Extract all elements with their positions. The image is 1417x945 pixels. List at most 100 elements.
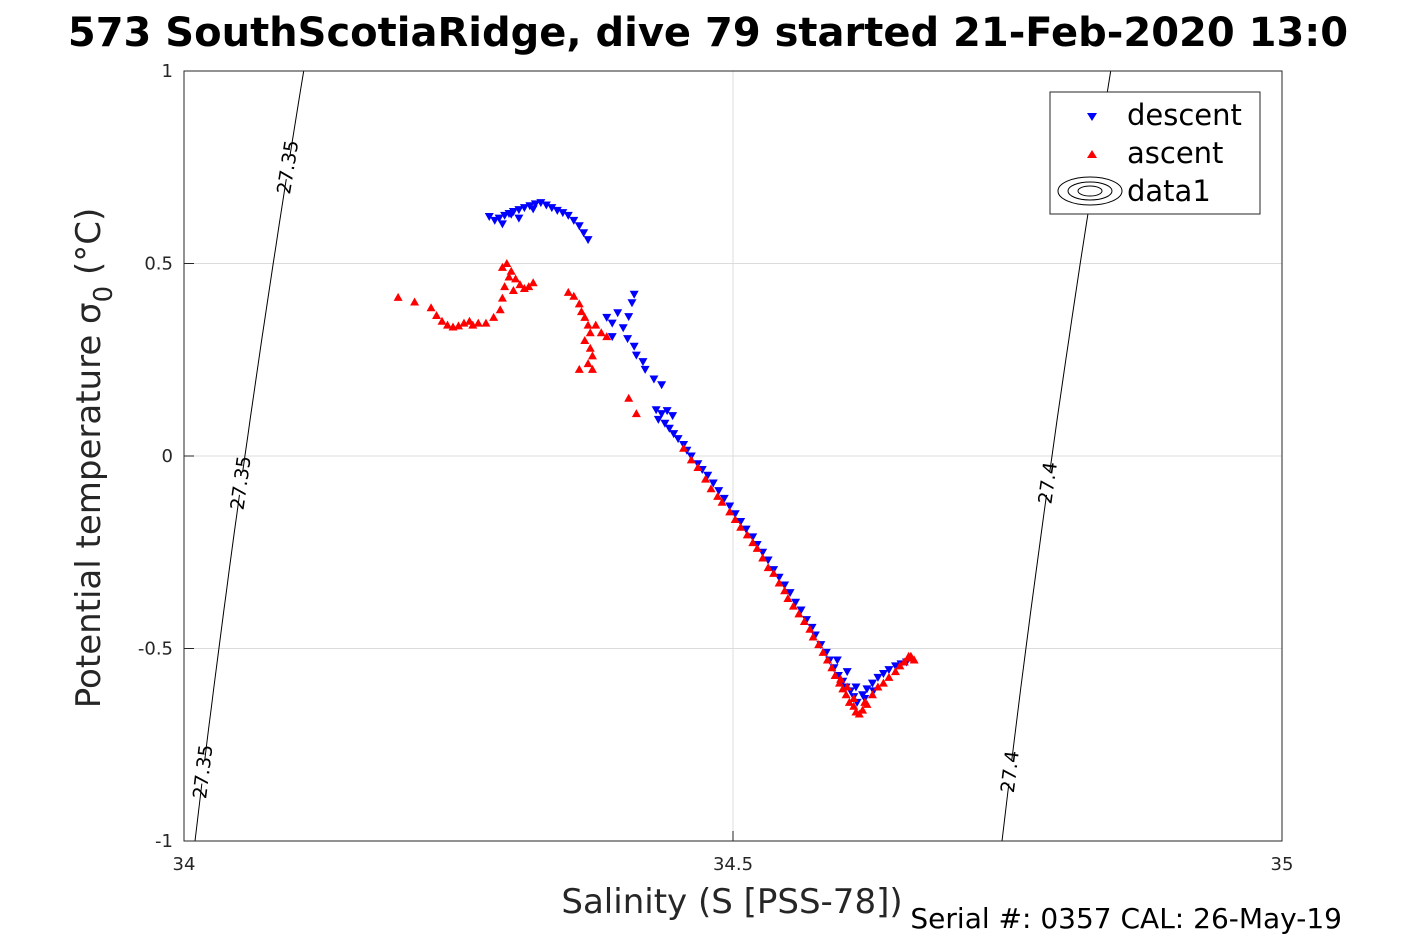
ascent-point xyxy=(736,522,746,531)
descent-point xyxy=(618,324,628,333)
ascent-point xyxy=(576,307,586,316)
ascent-point xyxy=(426,303,436,312)
ascent-point xyxy=(473,318,483,327)
ascent-point xyxy=(891,667,901,676)
descent-point xyxy=(552,206,562,215)
descent-point xyxy=(651,406,661,415)
ascent-point xyxy=(758,553,768,562)
descent-point xyxy=(623,335,633,344)
ascent-point xyxy=(624,393,634,402)
ascent-point xyxy=(489,312,499,321)
ascent-point xyxy=(591,320,601,329)
descent-point xyxy=(631,351,641,360)
descent-point xyxy=(725,502,735,511)
legend-contour-icon xyxy=(1057,176,1123,206)
ascent-point xyxy=(909,655,919,664)
descent-point xyxy=(629,342,639,351)
ascent-series xyxy=(393,259,919,718)
descent-point xyxy=(867,679,877,688)
serial-cal-text: Serial #: 0357 CAL: 26-May-19 xyxy=(910,902,1342,935)
ascent-point xyxy=(528,278,538,287)
ascent-point xyxy=(631,409,641,418)
ascent-point xyxy=(481,318,491,327)
descent-point xyxy=(640,365,650,374)
descent-point xyxy=(494,214,504,223)
ascent-point xyxy=(774,578,784,587)
descent-point xyxy=(664,424,674,433)
x-tick-label: 34 xyxy=(173,854,196,875)
descent-point xyxy=(649,375,659,384)
y-tick-label: -1 xyxy=(155,831,173,852)
ascent-point xyxy=(432,310,442,319)
descent-point xyxy=(484,213,494,222)
descent-point xyxy=(878,670,888,679)
ascent-point xyxy=(502,259,512,267)
ascent-point xyxy=(842,682,852,691)
descent-point xyxy=(528,205,538,214)
descent-point xyxy=(530,200,540,209)
descent-point xyxy=(891,662,901,671)
contour-label-bg xyxy=(207,466,275,500)
ascent-point xyxy=(679,443,689,452)
y-axis-ticks: 1 0.5 0 -0.5 -1 xyxy=(138,61,194,852)
legend-data1-label: data1 xyxy=(1127,174,1211,208)
descent-point xyxy=(547,204,557,213)
contour-label-bg xyxy=(170,755,237,788)
descent-point xyxy=(785,589,795,598)
ascent-point xyxy=(686,455,696,464)
ascent-point xyxy=(836,674,846,683)
y-tick-label: -0.5 xyxy=(138,639,173,660)
legend-ascent-label: ascent xyxy=(1127,136,1223,170)
descent-point xyxy=(514,206,524,215)
descent-point xyxy=(673,435,683,444)
descent-point xyxy=(748,533,758,542)
descent-point xyxy=(669,430,679,439)
ascent-point xyxy=(794,609,804,618)
descent-point xyxy=(662,407,672,416)
ascent-point xyxy=(814,640,824,649)
ascent-point xyxy=(574,299,584,308)
descent-point xyxy=(574,222,584,231)
ascent-point xyxy=(904,651,914,660)
descent-point xyxy=(624,313,634,322)
x-axis-ticks: 34 34.5 35 xyxy=(173,831,1294,875)
contour-label: 27.4 xyxy=(1034,460,1062,505)
descent-point xyxy=(514,214,524,223)
descent-point xyxy=(569,216,579,225)
ascent-point xyxy=(500,282,510,291)
descent-point xyxy=(714,487,724,496)
descent-point xyxy=(653,415,663,424)
chart-title: 573 SouthScotiaRidge, dive 79 started 21… xyxy=(68,10,1348,56)
contour-line-27-35 xyxy=(194,71,305,841)
descent-point xyxy=(490,216,500,225)
contour-label-bg xyxy=(977,755,1044,788)
ascent-point xyxy=(587,364,597,373)
y-tick-label: 1 xyxy=(162,61,173,82)
ascent-point xyxy=(799,617,809,626)
legend-descent-label: descent xyxy=(1127,98,1242,132)
descent-point xyxy=(519,204,529,213)
descent-point xyxy=(736,517,746,526)
ascent-point xyxy=(596,328,606,337)
ascent-point xyxy=(725,507,735,516)
y-axis-label-subscript: 0 xyxy=(89,286,119,303)
contour-label: 27.35 xyxy=(273,139,303,196)
x-tick-label: 35 xyxy=(1271,854,1294,875)
ascent-point xyxy=(752,543,762,552)
ascent-point xyxy=(818,647,828,656)
ascent-point xyxy=(504,272,514,281)
ascent-point xyxy=(497,293,507,302)
ascent-point xyxy=(495,305,505,314)
ascent-point xyxy=(583,320,593,329)
contour-label: 27.4 xyxy=(997,749,1024,794)
ascent-point xyxy=(849,694,859,703)
contour-label: 27.35 xyxy=(189,743,217,800)
descent-point xyxy=(629,290,639,299)
descent-point xyxy=(657,381,667,390)
descent-point xyxy=(583,236,593,245)
descent-point xyxy=(796,606,806,615)
ascent-point xyxy=(706,484,716,493)
descent-point xyxy=(832,656,842,665)
descent-point xyxy=(780,581,790,590)
